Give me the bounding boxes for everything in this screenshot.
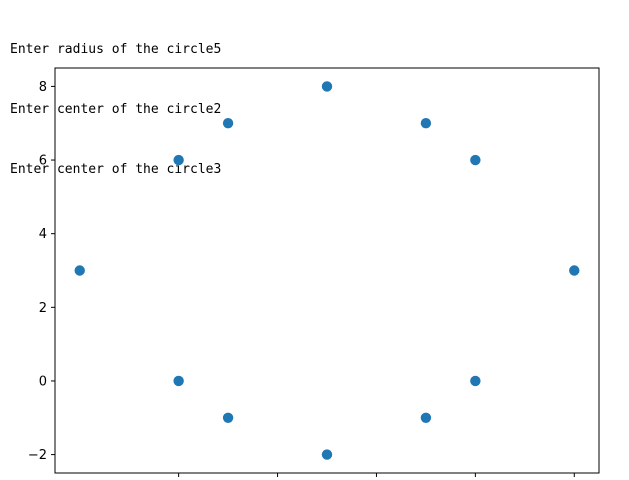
- console-line-center-y: Enter center of the circle3: [10, 162, 222, 177]
- y-tick-label: 6: [39, 154, 47, 169]
- y-tick-label: 8: [39, 80, 47, 95]
- axes-frame: [54, 67, 600, 474]
- y-tick-label: −2: [28, 448, 47, 463]
- y-tick-label: 2: [39, 301, 47, 316]
- scatter-point: [222, 412, 234, 423]
- console-line-radius: Enter radius of the circle5: [10, 42, 222, 57]
- scatter-point: [321, 449, 333, 460]
- scatter-point: [569, 265, 580, 276]
- scatter-point: [470, 375, 481, 387]
- console-line-center-x: Enter center of the circle2: [10, 102, 222, 117]
- scatter-point: [420, 412, 432, 423]
- scatter-point: [74, 265, 85, 276]
- ticks-layer: −2 0 2 4 6 8: [28, 80, 575, 477]
- points-layer: [74, 81, 580, 460]
- y-tick-label: 0: [39, 374, 47, 389]
- scatter-point: [420, 118, 432, 129]
- scatter-point: [321, 81, 333, 92]
- scatter-point: [222, 118, 234, 129]
- y-tick-label: 4: [39, 227, 47, 242]
- scatter-point: [173, 375, 184, 387]
- scatter-point: [173, 154, 184, 166]
- console-output: Enter radius of the circle5 Enter center…: [10, 0, 221, 200]
- scatter-point: [470, 154, 481, 166]
